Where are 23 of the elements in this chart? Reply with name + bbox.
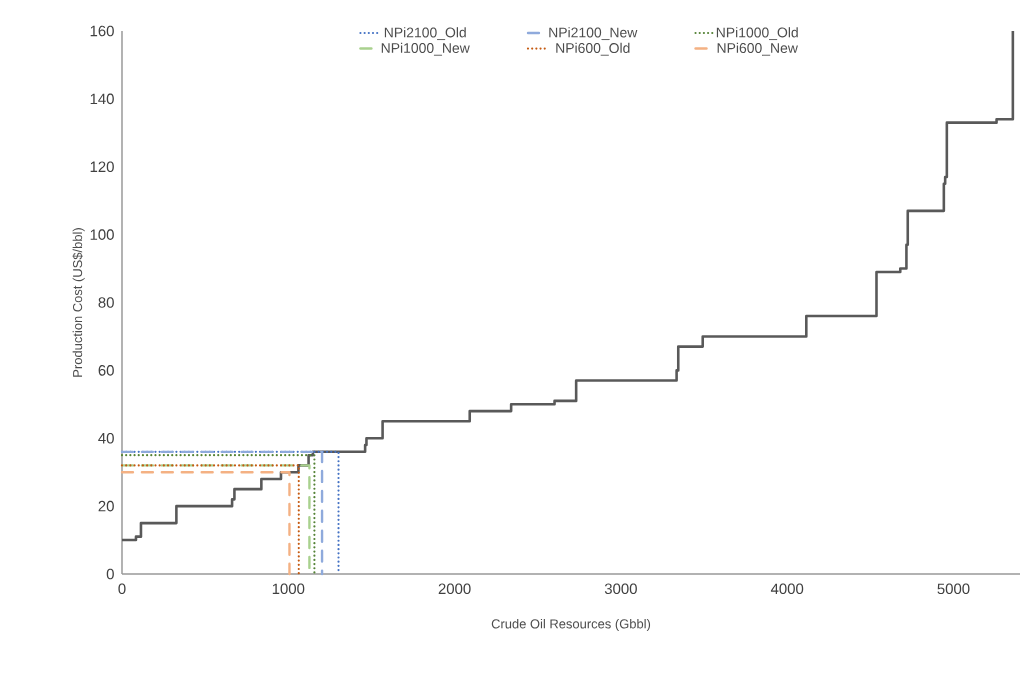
- y-tick-label: 0: [106, 568, 114, 580]
- y-tick-label: 60: [98, 365, 114, 376]
- y-tick-label: 120: [90, 161, 114, 173]
- legend-label: NPi1000_Old: [716, 27, 798, 41]
- y-tick-label: 20: [98, 500, 114, 512]
- y-tick-label: 40: [98, 432, 114, 444]
- legend-label: NPi600_Old: [556, 42, 630, 56]
- x-tick-label: 4000: [770, 583, 804, 595]
- x-axis-title: Crude Oil Resources (Gbbl): [491, 618, 651, 632]
- y-tick-label: 80: [98, 297, 114, 308]
- x-tick-label: 5000: [937, 583, 970, 595]
- x-tick-label: 3000: [604, 583, 637, 595]
- x-tick-label: 1000: [272, 583, 305, 595]
- y-tick-label: 160: [90, 25, 114, 37]
- x-tick-label: 0: [118, 583, 126, 595]
- y-axis-title: Production Cost (US$/bbl): [72, 228, 85, 377]
- y-tick-label: 140: [90, 93, 114, 105]
- legend-label: NPi2100_Old: [384, 27, 466, 41]
- legend-label: NPi2100_New: [549, 27, 638, 41]
- y-tick-label: 100: [90, 229, 114, 240]
- legend-label: NPi600_New: [717, 42, 798, 56]
- x-tick-label: 2000: [438, 583, 471, 595]
- legend-label: NPi1000_New: [381, 42, 470, 56]
